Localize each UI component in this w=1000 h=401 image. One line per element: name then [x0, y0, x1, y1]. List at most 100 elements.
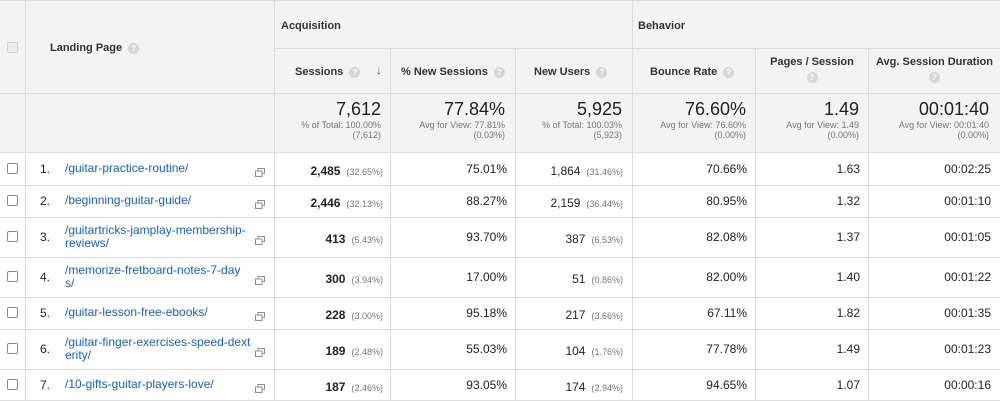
- behavior-group-header: Behavior: [638, 20, 686, 32]
- new-sessions-cell: 93.05%: [466, 377, 507, 392]
- help-icon[interactable]: ?: [806, 72, 818, 83]
- total-sub: Avg for View: 00:01:40: [898, 120, 989, 130]
- landing-page-link-line: /10-gifts-guitar-players-love/: [65, 376, 214, 391]
- landing-page-header[interactable]: Landing Page?: [50, 42, 140, 54]
- total-value: 5,925: [576, 99, 622, 119]
- sessions-percent: (2.46%): [351, 382, 383, 393]
- landing-page-link[interactable]: /guitar-lesson-free-ebooks/: [65, 306, 255, 319]
- open-in-new-window-icon[interactable]: [255, 196, 265, 209]
- landing-page-link-line: /guitar-lesson-free-ebooks/: [65, 305, 208, 319]
- bounce-rate-cell: 70.66%: [706, 162, 747, 176]
- row-index: 2.: [40, 194, 51, 208]
- pages-session-cell: 1.82: [836, 306, 860, 320]
- row-checkbox[interactable]: [7, 195, 18, 206]
- help-icon[interactable]: ?: [596, 66, 608, 78]
- total-value: 00:01:40: [918, 99, 989, 119]
- bounce-rate-column-header[interactable]: Bounce Rate?: [650, 66, 735, 78]
- bounce-rate-column-label: Bounce Rate: [650, 66, 718, 78]
- total-sub: (7,612): [352, 130, 381, 140]
- open-in-new-window-icon[interactable]: [255, 380, 265, 393]
- pages-session-cell: 1.07: [836, 377, 860, 392]
- new-users-percent: (6.53%): [591, 235, 623, 245]
- row-checkbox[interactable]: [7, 231, 18, 242]
- col-divider: [25, 0, 26, 400]
- new-users-value: 1,864: [550, 164, 581, 178]
- total-sub: Avg for View: 1.49: [786, 120, 859, 130]
- row-checkbox[interactable]: [7, 343, 18, 354]
- pages-session-cell: 1.49: [836, 342, 860, 356]
- row-index: 4.: [40, 270, 51, 284]
- open-in-new-window-icon[interactable]: [255, 308, 265, 321]
- col-divider: [390, 48, 391, 400]
- row-divider: [0, 329, 1000, 330]
- help-icon[interactable]: ?: [929, 72, 940, 83]
- landing-page-link[interactable]: /guitar-finger-exercises-speed-dext erity…: [65, 336, 255, 362]
- landing-page-link[interactable]: /beginning-guitar-guide/: [65, 194, 255, 207]
- row-index: 5.: [40, 306, 51, 320]
- landing-page-link[interactable]: /10-gifts-guitar-players-love/: [65, 376, 255, 391]
- new-users-column-header[interactable]: New Users?: [534, 66, 608, 78]
- select-all-checkbox[interactable]: [7, 42, 18, 53]
- help-icon[interactable]: ?: [349, 66, 361, 78]
- total-sub: % of Total: 100.03%: [542, 120, 622, 130]
- col-divider: [274, 0, 275, 400]
- new-users-percent: (0.86%): [591, 275, 623, 285]
- row-checkbox[interactable]: [7, 307, 18, 318]
- landing-page-link-line: /beginning-guitar-guide/: [65, 193, 192, 207]
- help-icon[interactable]: ?: [128, 42, 140, 54]
- new-users-cell: 174 (2.94%): [516, 378, 623, 396]
- new-users-cell: 387 (6.53%): [516, 230, 623, 248]
- sessions-cell: 300 (3.94%): [275, 270, 383, 288]
- rows-divider: [0, 152, 1000, 153]
- landing-page-link[interactable]: /guitartricks-jamplay-membership-reviews…: [65, 224, 255, 250]
- new-users-value: 104: [565, 344, 586, 358]
- total-avg-duration: 00:01:40 Avg for View: 00:01:40 (0.00%): [869, 99, 989, 140]
- row-checkbox[interactable]: [7, 378, 18, 390]
- open-in-new-window-icon[interactable]: [255, 164, 265, 177]
- new-users-cell: 104 (1.76%): [516, 342, 623, 360]
- group-header-divider: [274, 48, 1000, 49]
- sessions-column-header[interactable]: Sessions?: [295, 66, 361, 78]
- pages-session-column-header[interactable]: Pages / Session ?: [756, 56, 868, 83]
- open-in-new-window-icon[interactable]: [255, 232, 265, 245]
- landing-page-link[interactable]: /guitar-practice-routine/: [65, 162, 255, 175]
- sessions-value: 300: [325, 272, 346, 286]
- help-icon[interactable]: ?: [723, 66, 735, 78]
- open-in-new-window-icon[interactable]: [255, 344, 265, 357]
- sessions-cell: 413 (5.43%): [275, 230, 383, 248]
- avg-duration-column-header[interactable]: Avg. Session Duration ?: [869, 56, 1000, 83]
- help-icon[interactable]: ?: [493, 66, 505, 78]
- total-new-sessions: 77.84% Avg for View: 77.81% (0.03%): [391, 99, 505, 140]
- row-index: 7.: [40, 377, 51, 392]
- landing-page-link[interactable]: /memorize-fretboard-notes-7-day s/: [65, 264, 255, 290]
- pages-session-cell: 1.40: [836, 270, 860, 284]
- open-in-new-window-icon[interactable]: [255, 272, 265, 285]
- new-users-cell: 217 (3.66%): [516, 306, 623, 324]
- sort-descending-icon[interactable]: ↓: [376, 63, 382, 77]
- sessions-percent: (3.94%): [351, 275, 383, 285]
- row-divider: [0, 185, 1000, 186]
- new-users-cell: 51 (0.86%): [516, 270, 623, 288]
- row-checkbox[interactable]: [7, 163, 18, 174]
- row-divider: [0, 369, 1000, 370]
- total-sub: Avg for View: 76.60%: [660, 120, 746, 130]
- avg-duration-cell: 00:01:10: [944, 194, 991, 208]
- new-users-cell: 1,864 (31.46%): [516, 162, 623, 180]
- new-users-percent: (3.66%): [591, 311, 623, 321]
- table-border-top: [0, 0, 1000, 1]
- new-sessions-column-header[interactable]: % New Sessions?: [401, 66, 505, 78]
- avg-duration-cell: 00:01:05: [944, 230, 991, 244]
- new-users-cell: 2,159 (36.44%): [516, 194, 623, 212]
- sessions-percent: (3.00%): [351, 311, 383, 321]
- bounce-rate-cell: 77.78%: [706, 342, 747, 356]
- bounce-rate-cell: 80.95%: [706, 194, 747, 208]
- pages-session-cell: 1.37: [836, 230, 860, 244]
- acquisition-group-header: Acquisition: [281, 20, 341, 32]
- new-users-value: 387: [565, 232, 586, 246]
- new-users-percent: (31.46%): [586, 167, 623, 177]
- totals-divider: [0, 93, 1000, 94]
- total-value: 1.49: [823, 99, 859, 119]
- row-checkbox[interactable]: [7, 271, 18, 282]
- new-users-value: 2,159: [550, 196, 581, 210]
- avg-duration-cell: 00:01:35: [944, 306, 991, 320]
